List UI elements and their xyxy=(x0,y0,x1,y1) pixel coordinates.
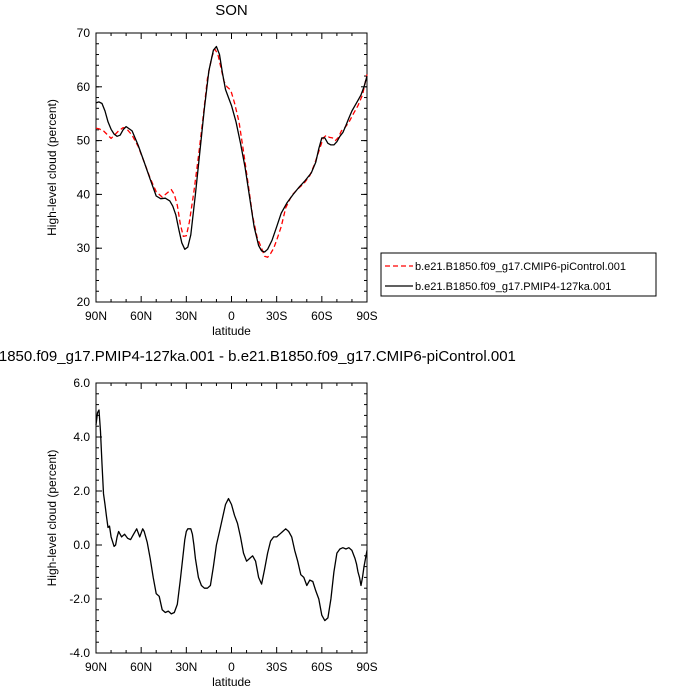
legend-box xyxy=(380,252,657,297)
x-tick-label: 90N xyxy=(85,309,107,323)
series-line-1 xyxy=(95,45,368,253)
y-axis-label: High-level cloud (percent) xyxy=(45,450,59,587)
bottom-panel-difference: 90N 60N 30N 0 30S 60S 90S -4.0 -2.0 0.0 2.0 4.0 6.0 l… xyxy=(0,348,516,689)
legend-label-1: b.e21.B1850.f09_g17.PMIP4-127ka.001 xyxy=(415,281,611,293)
x-axis-label: latitude xyxy=(212,324,251,338)
top-panel-son: 90N 60N 30N 0 30S 60S 90S 20 30 40 50 60 70 latitude H… xyxy=(45,2,378,338)
y-tick-label: 70 xyxy=(77,26,91,40)
legend: b.e21.B1850.f09_g17.CMIP6-piControl.001b… xyxy=(380,252,657,297)
x-tick-label: 90N xyxy=(85,660,107,674)
series-line-0 xyxy=(95,48,368,258)
chart-title: b.e21.B1850.f09_g17.PMIP4-127ka.001 - b.… xyxy=(0,348,516,365)
y-tick-label: 20 xyxy=(77,295,91,309)
x-tick-label: 0 xyxy=(228,660,235,674)
series-line-0 xyxy=(95,409,368,622)
y-tick-label: 0.0 xyxy=(73,538,90,552)
y-tick-label: 40 xyxy=(77,187,91,201)
x-tick-label: 30S xyxy=(266,660,287,674)
x-tick-label: 30N xyxy=(175,309,197,323)
x-tick-label: 60S xyxy=(311,309,332,323)
y-axis-label: High-level cloud (percent) xyxy=(45,99,59,236)
x-axis-label: latitude xyxy=(212,675,251,689)
y-tick-label: -4.0 xyxy=(69,646,90,660)
x-tick-label: 60N xyxy=(130,660,152,674)
chart-title: SON xyxy=(215,2,248,19)
y-tick-label: -2.0 xyxy=(69,592,90,606)
x-tick-label: 0 xyxy=(228,309,235,323)
x-tick-label: 60N xyxy=(130,309,152,323)
y-tick-label: 60 xyxy=(77,80,91,94)
y-tick-label: 50 xyxy=(77,134,91,148)
plot-frame xyxy=(95,32,368,303)
x-tick-label: 30S xyxy=(266,309,287,323)
legend-label-0: b.e21.B1850.f09_g17.CMIP6-piControl.001 xyxy=(415,261,626,273)
plot-frame xyxy=(95,382,368,654)
x-tick-label: 60S xyxy=(311,660,332,674)
y-tick-label: 30 xyxy=(77,241,91,255)
y-tick-label: 6.0 xyxy=(73,376,90,390)
x-tick-label: 90S xyxy=(356,660,377,674)
y-tick-label: 4.0 xyxy=(73,430,90,444)
y-tick-label: 2.0 xyxy=(73,484,90,498)
x-tick-label: 90S xyxy=(356,309,377,323)
x-tick-label: 30N xyxy=(175,660,197,674)
